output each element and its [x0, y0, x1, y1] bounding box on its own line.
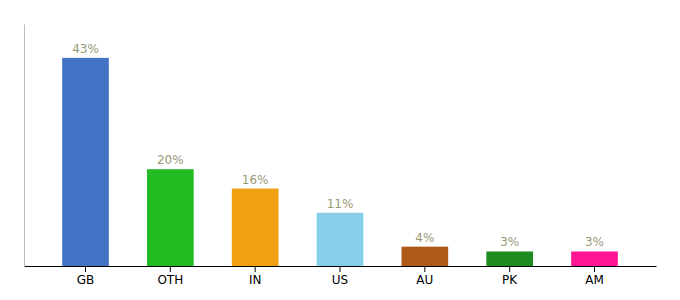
- bar: [317, 213, 364, 266]
- x-axis: GB OTH IN US AU PK AM: [25, 266, 657, 287]
- x-tick-mark: [424, 266, 425, 272]
- x-tick-mark: [509, 266, 510, 272]
- bar: [486, 251, 533, 266]
- data-labels: 43% 20% 16% 11% 4% 3% 3%: [72, 42, 604, 250]
- x-tick: GB: [77, 266, 95, 287]
- x-tick-mark: [340, 266, 341, 272]
- y-axis-line: [24, 25, 25, 267]
- x-tick: OTH: [157, 266, 183, 287]
- x-tick-label: GB: [77, 273, 95, 287]
- x-tick-mark: [170, 266, 171, 272]
- bar: [147, 169, 194, 266]
- data-label: 20%: [157, 153, 184, 167]
- x-tick: PK: [502, 266, 518, 287]
- x-tick-label: AU: [416, 273, 433, 287]
- bar: [232, 189, 279, 266]
- bar: [62, 58, 109, 266]
- x-tick-label: PK: [502, 273, 518, 287]
- data-label: 11%: [327, 197, 354, 211]
- bar: [402, 247, 449, 266]
- x-tick: US: [332, 266, 348, 287]
- data-label: 3%: [500, 235, 519, 249]
- x-tick-mark: [594, 266, 595, 272]
- plot-area: [62, 58, 618, 266]
- x-tick: IN: [249, 266, 262, 287]
- x-tick: AU: [416, 266, 433, 287]
- x-tick-mark: [255, 266, 256, 272]
- x-tick-mark: [85, 266, 86, 272]
- y-axis: [24, 25, 25, 267]
- x-tick-label: US: [332, 273, 348, 287]
- bar: [571, 251, 618, 266]
- chart-svg: 43% 20% 16% 11% 4% 3% 3% GB OTH IN US AU PK AM: [0, 0, 680, 300]
- x-tick-label: IN: [249, 273, 262, 287]
- x-tick-label: AM: [585, 273, 604, 287]
- chart-container: 43% 20% 16% 11% 4% 3% 3% GB OTH IN US AU PK AM: [0, 0, 680, 300]
- x-tick: AM: [585, 266, 604, 287]
- data-label: 43%: [72, 42, 99, 56]
- data-label: 4%: [415, 231, 434, 245]
- data-label: 16%: [242, 173, 269, 187]
- data-label: 3%: [585, 235, 604, 249]
- x-tick-label: OTH: [157, 273, 183, 287]
